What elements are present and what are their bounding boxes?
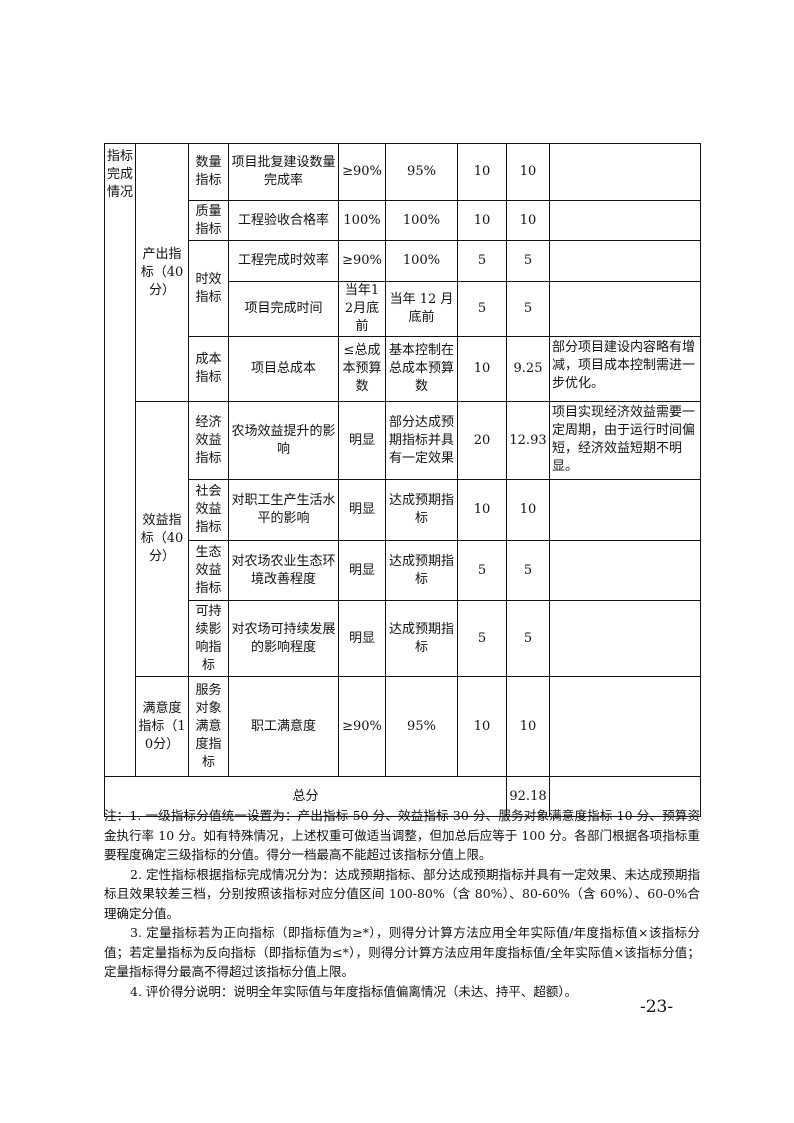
indicator-name: 项目总成本 [228,336,339,402]
weight: 10 [457,336,507,402]
sub-indicator: 数量指标 [188,143,229,201]
actual-value: 达成预期指标 [385,600,458,677]
indicator-name: 工程验收合格率 [228,200,339,241]
total-score: 92.18 [506,776,550,817]
score: 5 [506,240,550,282]
table-row: 社会效益指标 对职工生产生活水平的影响 明显 达成预期指标 10 10 [105,479,701,541]
remark [549,143,701,201]
score: 5 [506,281,550,337]
score: 10 [506,676,550,777]
sub-indicator: 时效指标 [188,240,229,337]
score: 10 [506,479,550,541]
actual-value: 95% [385,676,458,777]
target-value: ≥90% [338,143,386,201]
table-row: 可持续影响指标 对农场可持续发展的影响程度 明显 达成预期指标 5 5 [105,600,701,677]
remark [549,676,701,777]
weight: 10 [457,479,507,541]
footnote-2: 2. 定性指标根据指标完成情况分为：达成预期指标、部分达成预期指标并具有一定效果… [104,866,700,921]
sub-indicator: 服务对象满意度指标 [188,676,229,777]
total-row: 总分 92.18 [104,776,701,817]
actual-value: 100% [385,240,458,282]
sub-indicator: 可持续影响指标 [188,600,229,677]
footnote-4: 4. 评价得分说明：说明全年实际值与年度指标值偏离情况（未达、持平、超额）。 [130,983,578,999]
indicator-name: 对农场农业生态环境改善程度 [228,540,339,601]
target-value: 100% [338,200,386,241]
remark: 部分项目建设内容略有增减，项目成本控制需进一步优化。 [549,336,701,402]
table-row: 生态效益指标 对农场农业生态环境改善程度 明显 达成预期指标 5 5 [105,540,701,601]
performance-indicator-table: 指标完成情况 产出指标（40分） 数量指标 项目批复建设数量完成率 ≥90% 9… [104,143,701,817]
sub-indicator: 质量指标 [188,200,229,241]
score: 10 [506,143,550,201]
group-satisfaction: 满意度指标（10分） [135,676,189,777]
weight: 20 [457,401,507,480]
weight: 5 [457,240,507,282]
section-label: 指标完成情况 [104,143,136,777]
score: 10 [506,200,550,241]
footnotes: 注：1. 一级指标分值统一设置为：产出指标 50 分、效益指标 30 分、服务对… [104,806,700,1001]
remark: 项目实现经济效益需要一定周期，由于运行时间偏短，经济效益短期不明显。 [549,401,701,480]
actual-value: 部分达成预期指标并具有一定效果 [385,401,458,480]
target-value: ≤总成本预算数 [338,336,386,402]
group-benefit: 效益指标（40分） [135,401,189,677]
footnote-1: 注：1. 一级指标分值统一设置为：产出指标 50 分、效益指标 30 分、服务对… [104,808,700,862]
target-value: 当年12月底前 [338,281,386,337]
indicator-name: 农场效益提升的影响 [228,401,339,480]
actual-value: 当年 12 月底前 [385,281,458,337]
total-label: 总分 [104,776,507,817]
target-value: ≥90% [338,676,386,777]
table-row: 质量指标 工程验收合格率 100% 100% 10 10 [105,200,701,241]
table-row: 时效指标 工程完成时效率 ≥90% 100% 5 5 [105,240,701,337]
target-value: 明显 [338,401,386,480]
target-value: 明显 [338,600,386,677]
indicator-name: 项目批复建设数量完成率 [228,143,339,201]
weight: 5 [457,600,507,677]
table-row: 项目完成时间 当年12月底前 当年 12 月底前 5 5 [105,281,701,337]
sub-indicator: 生态效益指标 [188,540,229,601]
sub-indicator: 社会效益指标 [188,479,229,541]
actual-value: 达成预期指标 [385,479,458,541]
remark [549,479,701,541]
footnote-3: 3. 定量指标若为正向指标（即指标值为≥*），则得分计算方法应用全年实际值/年度… [104,925,700,979]
page-number: -23- [640,997,674,1017]
table-row: 成本指标 项目总成本 ≤总成本预算数 基本控制在总成本预算数 10 9.25 部… [105,336,701,402]
total-remark [549,776,701,817]
table-row: 效益指标（40分） 经济效益指标 农场效益提升的影响 明显 部分达成预期指标并具… [105,401,701,677]
sub-indicator: 经济效益指标 [188,401,229,480]
score: 9.25 [506,336,550,402]
remark [549,540,701,601]
weight: 10 [457,200,507,241]
score: 5 [506,600,550,677]
indicator-name: 工程完成时效率 [228,240,339,282]
remark [549,240,701,282]
actual-value: 达成预期指标 [385,540,458,601]
weight: 10 [457,676,507,777]
remark [549,281,701,337]
remark [549,200,701,241]
weight: 5 [457,540,507,601]
indicator-name: 项目完成时间 [228,281,339,337]
table-row: 指标完成情况 产出指标（40分） 数量指标 项目批复建设数量完成率 ≥90% 9… [104,143,701,777]
group-output: 产出指标（40分） [135,143,189,402]
weight: 5 [457,281,507,337]
sub-indicator: 成本指标 [188,336,229,402]
actual-value: 95% [385,143,458,201]
target-value: ≥90% [338,240,386,282]
score: 5 [506,540,550,601]
score: 12.93 [506,401,550,480]
target-value: 明显 [338,540,386,601]
actual-value: 100% [385,200,458,241]
table-row: 满意度指标（10分） 服务对象满意度指标 职工满意度 ≥90% 95% 10 1… [105,676,701,777]
indicator-name: 职工满意度 [228,676,339,777]
indicator-name: 对农场可持续发展的影响程度 [228,600,339,677]
indicator-name: 对职工生产生活水平的影响 [228,479,339,541]
target-value: 明显 [338,479,386,541]
remark [549,600,701,677]
actual-value: 基本控制在总成本预算数 [385,336,458,402]
weight: 10 [457,143,507,201]
